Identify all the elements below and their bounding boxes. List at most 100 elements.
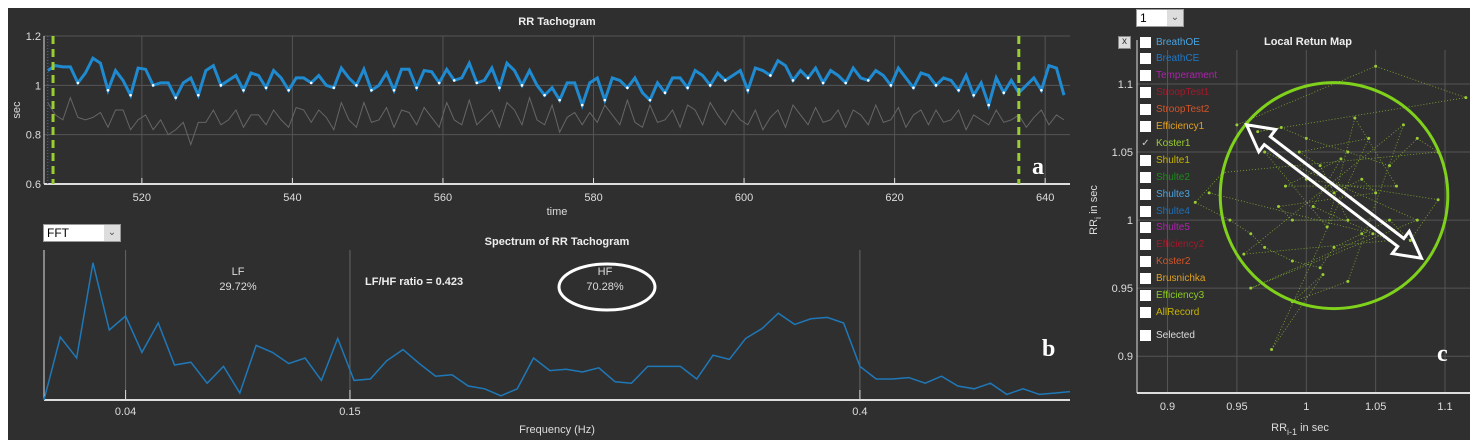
data-point	[287, 88, 290, 92]
legend-item[interactable]: Shulte4	[1140, 204, 1190, 218]
scatter-point	[1297, 150, 1301, 154]
legend-checkbox[interactable]	[1140, 121, 1151, 132]
scatter-point	[1277, 205, 1281, 208]
legend-label: Shulte5	[1156, 222, 1190, 234]
legend-checkbox[interactable]	[1140, 154, 1151, 166]
legend-checkbox[interactable]: ✓	[1141, 137, 1150, 149]
legend-item[interactable]: Brusnichka	[1140, 272, 1205, 286]
data-point	[972, 93, 975, 97]
scatter-point	[1290, 218, 1294, 222]
legend-checkbox[interactable]	[1140, 290, 1151, 301]
trajectory-segment	[1257, 127, 1282, 133]
trajectory-segment	[1389, 219, 1411, 241]
x-tick-label: 0.04	[115, 406, 136, 418]
scatter-point	[1270, 347, 1274, 351]
series-line-RR	[46, 56, 1066, 111]
legend-label: AllRecord	[1156, 306, 1200, 318]
legend-checkbox[interactable]	[1140, 256, 1151, 268]
data-point	[309, 81, 313, 85]
trajectory-segment	[1243, 240, 1390, 255]
data-point	[806, 76, 810, 80]
series-line-reference	[47, 95, 1065, 147]
legend-item[interactable]: Efficiency3	[1140, 289, 1204, 303]
lf-hf-ratio: LF/HF ratio = 0.423	[365, 276, 463, 288]
scatter-point	[1401, 123, 1405, 127]
legend-checkbox[interactable]	[1140, 53, 1151, 65]
x-axis-label-part: in sec	[1297, 422, 1329, 434]
legend-checkbox[interactable]	[1140, 188, 1151, 200]
data-point	[603, 98, 607, 102]
lf-label: LF	[232, 266, 245, 278]
y-tick-label: 0.8	[26, 130, 41, 142]
legend-item[interactable]: Shulte3	[1140, 187, 1190, 201]
legend-item[interactable]: Efficiency1	[1140, 120, 1204, 134]
chart-title: Local Retun Map	[1264, 36, 1352, 48]
legend-item[interactable]: ✓ Koster1	[1140, 136, 1190, 150]
map-index-dropdown[interactable]: 1 ⌄	[1136, 9, 1184, 27]
spectrum-method-value: FFT	[47, 226, 69, 240]
legend-item[interactable]: Selected	[1140, 328, 1195, 342]
y-tick-label: 0.95	[1112, 283, 1133, 295]
data-point	[769, 74, 772, 77]
scatter-point	[1367, 136, 1371, 140]
scatter-point	[1193, 200, 1197, 204]
y-axis-label-part: RR	[1088, 219, 1100, 235]
y-axis-label-part: i	[1093, 217, 1103, 219]
close-legend-button[interactable]: x	[1118, 36, 1131, 49]
trajectory-segment	[1278, 192, 1376, 207]
data-point	[475, 81, 479, 85]
legend-item[interactable]: Shulte1	[1140, 153, 1190, 167]
legend-checkbox[interactable]	[1140, 36, 1151, 48]
legend-label: Shulte2	[1156, 171, 1190, 183]
legend-checkbox[interactable]	[1140, 104, 1151, 116]
legend-item[interactable]: Shulte2	[1140, 170, 1190, 184]
scatter-point	[1304, 136, 1308, 140]
scatter-point	[1374, 191, 1378, 195]
legend-checkbox[interactable]	[1140, 87, 1151, 99]
scatter-point	[1374, 64, 1378, 68]
x-tick-label: 0.15	[339, 406, 360, 418]
chevron-down-icon[interactable]: ⌄	[104, 225, 120, 241]
y-tick-label: 1.2	[26, 31, 41, 43]
trajectory-segment	[1333, 178, 1362, 194]
legend-item[interactable]: StroopTest1	[1140, 86, 1209, 100]
legend-label: Shulte3	[1156, 188, 1190, 200]
scatter-point	[1249, 232, 1253, 236]
legend-item[interactable]: BreathCE	[1140, 52, 1199, 66]
legend-label: Selected	[1156, 329, 1195, 341]
x-tick-label: 1.05	[1365, 401, 1386, 413]
spectrum-method-dropdown[interactable]: FFT ⌄	[43, 224, 121, 242]
data-point	[1002, 91, 1006, 95]
legend-item[interactable]: Efficiency2	[1140, 238, 1204, 252]
legend-checkbox[interactable]	[1140, 222, 1151, 234]
scatter-point	[1249, 286, 1253, 290]
legend-item[interactable]: Temperament	[1140, 69, 1217, 83]
scatter-point	[1394, 184, 1398, 188]
legend-item[interactable]: Koster2	[1140, 255, 1190, 269]
legend-item[interactable]: BreathOE	[1140, 35, 1200, 49]
legend-checkbox[interactable]	[1140, 306, 1151, 318]
trajectory-segment	[1347, 124, 1404, 282]
trajectory-segment	[1375, 65, 1466, 98]
legend-checkbox[interactable]	[1140, 70, 1151, 82]
trajectory-segment	[1299, 151, 1321, 166]
legend-item[interactable]: StroopTest2	[1140, 103, 1209, 117]
data-point	[934, 84, 938, 87]
legend-item[interactable]: AllRecord	[1140, 305, 1199, 319]
trajectory-segment	[1312, 158, 1342, 207]
scatter-point	[1279, 126, 1283, 130]
legend-checkbox[interactable]	[1140, 273, 1151, 285]
legend-item[interactable]: Shulte5	[1140, 221, 1190, 235]
data-point	[648, 98, 652, 102]
legend-checkbox[interactable]	[1140, 239, 1151, 251]
legend-checkbox[interactable]	[1140, 171, 1151, 183]
data-point	[197, 93, 200, 97]
data-point	[866, 79, 870, 82]
x-axis-label-part: i-1	[1287, 427, 1297, 437]
data-point	[370, 88, 373, 92]
legend-checkbox[interactable]	[1140, 329, 1151, 341]
x-tick-label: 580	[584, 192, 602, 204]
legend-label: Shulte4	[1156, 205, 1190, 217]
chevron-down-icon[interactable]: ⌄	[1167, 10, 1183, 26]
legend-checkbox[interactable]	[1140, 205, 1151, 217]
